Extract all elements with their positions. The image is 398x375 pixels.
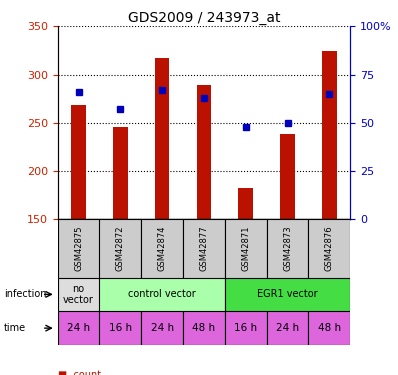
Bar (225, 311, 267, 345)
Bar (322, 51, 337, 219)
Bar (141, 219, 183, 278)
Text: GSM42875: GSM42875 (74, 226, 83, 271)
Text: 24 h: 24 h (276, 323, 299, 333)
Bar (113, 127, 128, 219)
Bar (58, 219, 100, 278)
Text: ■  count: ■ count (58, 370, 101, 375)
Bar (267, 219, 308, 278)
Bar (197, 85, 211, 219)
Bar (100, 311, 141, 345)
Text: EGR1 vector: EGR1 vector (257, 290, 318, 299)
Bar (238, 188, 253, 219)
Text: 16 h: 16 h (234, 323, 258, 333)
Text: GSM42876: GSM42876 (325, 226, 334, 271)
Bar (225, 278, 350, 311)
Text: infection: infection (4, 290, 47, 299)
Bar (100, 219, 141, 278)
Text: GSM42872: GSM42872 (116, 226, 125, 271)
Title: GDS2009 / 243973_at: GDS2009 / 243973_at (128, 11, 280, 25)
Bar (100, 278, 225, 311)
Text: GSM42871: GSM42871 (241, 226, 250, 271)
Text: 16 h: 16 h (109, 323, 132, 333)
Bar (71, 105, 86, 219)
Bar (280, 134, 295, 219)
Text: control vector: control vector (128, 290, 196, 299)
Bar (58, 278, 100, 311)
Text: GSM42874: GSM42874 (158, 226, 167, 271)
Text: 24 h: 24 h (67, 323, 90, 333)
Bar (267, 311, 308, 345)
Text: GSM42873: GSM42873 (283, 226, 292, 271)
Bar (308, 219, 350, 278)
Text: 48 h: 48 h (318, 323, 341, 333)
Bar (183, 219, 225, 278)
Text: 48 h: 48 h (192, 323, 216, 333)
Bar (58, 311, 100, 345)
Bar (141, 311, 183, 345)
Bar (225, 219, 267, 278)
Text: time: time (4, 323, 26, 333)
Text: no
vector: no vector (63, 284, 94, 305)
Bar (308, 311, 350, 345)
Text: GSM42877: GSM42877 (199, 226, 209, 271)
Bar (183, 311, 225, 345)
Text: 24 h: 24 h (150, 323, 174, 333)
Bar (155, 58, 170, 219)
